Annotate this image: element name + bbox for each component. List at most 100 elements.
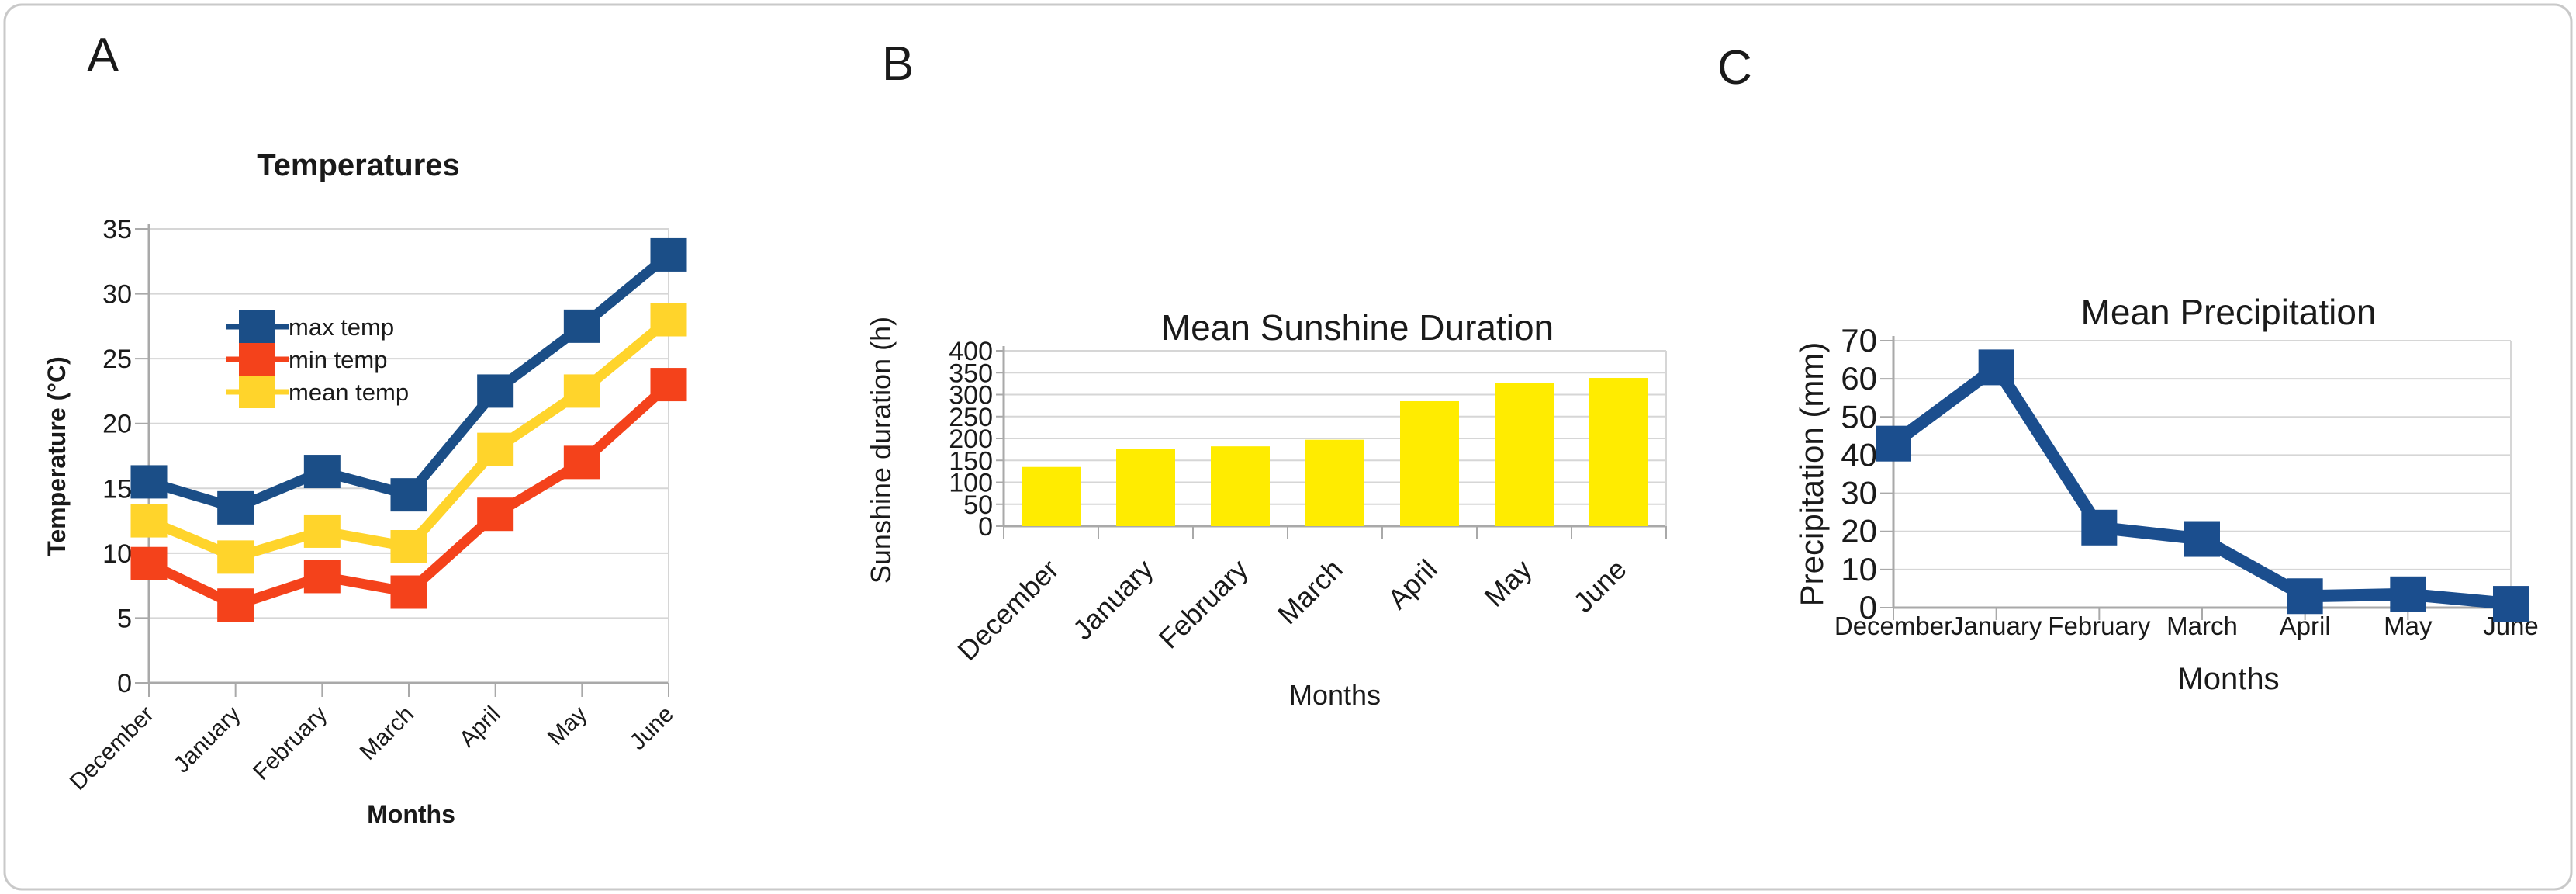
y-tick-label: 15 (102, 474, 132, 504)
y-tick-label: 150 (949, 446, 993, 476)
data-point-precipitation (2184, 521, 2220, 557)
bar-january (1116, 449, 1175, 526)
data-point-mean-temp (477, 432, 514, 466)
data-point-min-temp (563, 445, 600, 480)
legend-label: max temp (289, 314, 394, 341)
y-tick-label: 350 (949, 359, 993, 388)
panel-letter-b: B (882, 37, 914, 91)
bar-june (1589, 378, 1648, 526)
data-point-precipitation (1876, 425, 1911, 462)
data-point-precipitation (1978, 349, 2014, 386)
bar-march (1305, 439, 1364, 526)
series-line-precipitation (1890, 358, 2512, 611)
month-label: May (1478, 553, 1538, 613)
y-tick-label: 60 (1841, 360, 1877, 397)
data-point-mean-temp (130, 504, 168, 538)
data-point-min-temp (303, 560, 341, 594)
y-tick-label: 400 (949, 337, 993, 366)
bar-december (1022, 466, 1081, 526)
data-point-max-temp (390, 478, 427, 512)
month-label: December (1834, 612, 1952, 640)
panel-letter-a: A (87, 29, 119, 82)
y-tick-label: 0 (978, 512, 993, 542)
y-tick-label: 300 (949, 381, 993, 411)
data-point-precipitation (2287, 578, 2323, 615)
data-point-precipitation (2390, 576, 2426, 612)
month-label: December (65, 702, 159, 795)
x-axis-title: Months (1289, 679, 1381, 711)
y-tick-label: 0 (1859, 589, 1877, 625)
y-axis-title: Temperature (°C) (43, 356, 71, 556)
data-point-max-temp (650, 237, 687, 272)
y-tick-label: 10 (1841, 551, 1877, 587)
data-point-max-temp (130, 465, 168, 499)
y-tick-label: 50 (1841, 398, 1877, 435)
data-point-precipitation (2493, 586, 2529, 622)
y-tick-label: 100 (949, 469, 993, 498)
legend: max temp min temp mean temp (226, 310, 409, 408)
data-point-mean-temp (650, 303, 687, 337)
data-point-mean-temp (303, 514, 341, 548)
data-point-mean-temp (217, 540, 254, 574)
y-axis-title: Sunshine duration (h) (865, 317, 897, 584)
month-label: January (1951, 612, 2042, 640)
month-label: March (2166, 612, 2238, 640)
month-label: February (2048, 612, 2151, 640)
y-tick-label: 20 (1841, 513, 1877, 549)
data-point-min-temp (217, 588, 254, 622)
y-tick-label: 30 (1841, 475, 1877, 511)
month-label: April (2280, 612, 2331, 640)
month-label: December (951, 553, 1064, 667)
y-tick-label: 40 (1841, 436, 1877, 473)
legend-swatch (239, 376, 275, 408)
bar-may (1495, 383, 1554, 526)
month-label: May (2384, 612, 2433, 640)
legend-swatch (239, 343, 275, 376)
bar-february (1211, 446, 1270, 526)
month-label: January (1067, 553, 1160, 646)
y-tick-label: 5 (117, 604, 132, 633)
month-label: April (455, 702, 506, 753)
month-label: March (1271, 553, 1349, 631)
y-tick-label: 20 (102, 410, 132, 439)
y-tick-label: 35 (102, 215, 132, 244)
data-point-max-temp (303, 455, 341, 489)
data-point-min-temp (477, 497, 514, 532)
y-tick-label: 200 (949, 424, 993, 454)
data-point-min-temp (130, 546, 168, 580)
y-tick-label: 250 (949, 403, 993, 432)
data-point-max-temp (217, 490, 254, 525)
chart-title: Temperatures (257, 148, 460, 182)
legend-label: mean temp (289, 379, 409, 406)
month-label: June (1567, 553, 1632, 619)
y-tick-label: 70 (1841, 322, 1877, 359)
data-point-mean-temp (563, 374, 600, 408)
figure-border (3, 3, 2573, 891)
chart-temperatures: A 0 5 10 15 20 25 30 35 Temperatures Temperature (… (43, 29, 687, 828)
x-axis-title: Months (2177, 662, 2279, 696)
y-tick-label: 30 (102, 280, 132, 310)
data-point-min-temp (390, 575, 427, 609)
month-label: March (355, 702, 419, 765)
legend-label: min temp (289, 346, 387, 373)
panel-letter-c: C (1717, 41, 1752, 95)
data-point-max-temp (477, 374, 514, 408)
chart-title: Mean Sunshine Duration (1161, 307, 1554, 348)
data-point-precipitation (2081, 509, 2118, 546)
legend-swatch (239, 310, 275, 343)
data-point-max-temp (563, 309, 600, 343)
bar-april (1400, 400, 1459, 526)
x-axis-title: Months (367, 800, 455, 828)
month-label: May (543, 702, 592, 750)
data-point-min-temp (650, 368, 687, 402)
data-point-mean-temp (390, 530, 427, 563)
month-label: February (1153, 553, 1254, 655)
y-tick-label: 0 (117, 669, 132, 698)
y-tick-label: 25 (102, 345, 132, 374)
y-tick-label: 50 (963, 490, 993, 520)
month-label: April (1381, 553, 1444, 615)
